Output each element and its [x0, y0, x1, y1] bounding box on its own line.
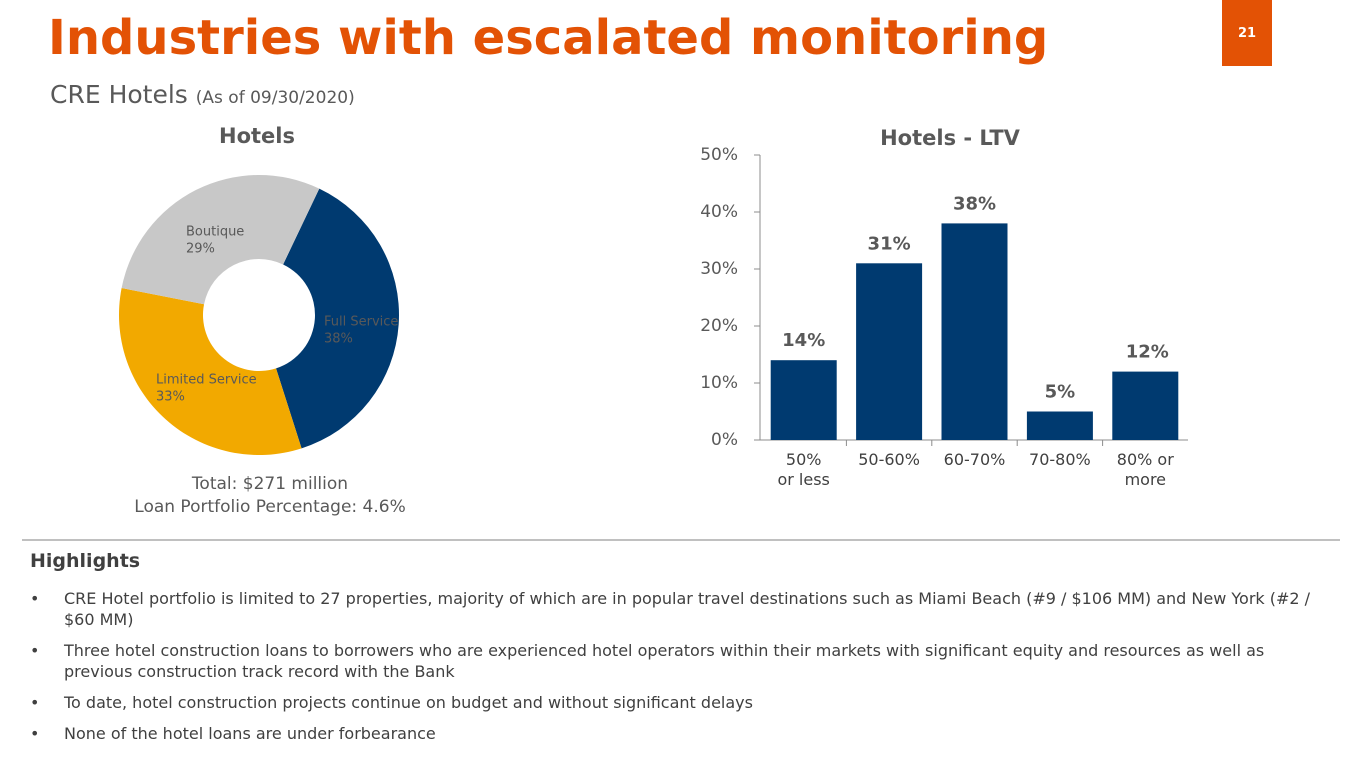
- pie-note: Total: $271 million: [191, 474, 349, 494]
- value-label: 38%: [953, 193, 996, 214]
- charts: Hotels Full Service 38% Limited Service 33% B…: [119, 124, 1188, 455]
- x-tick-label: 80% or more: [1116, 450, 1174, 489]
- slice-label: Boutique: [186, 225, 244, 240]
- highlights-title: Highlights: [30, 550, 141, 572]
- x-tick-label: 60-70%: [943, 450, 1006, 469]
- y-tick-label: 0%: [711, 430, 738, 450]
- subtitle: CRE Hotels: [50, 80, 188, 109]
- slice-label: Limited Service: [156, 373, 257, 388]
- pie-note: Loan Portfolio Percentage: 4.6%: [134, 497, 406, 517]
- chart-title: Hotels: [219, 124, 295, 148]
- y-tick-label: 30%: [700, 259, 738, 279]
- slice-value-label: 29%: [186, 242, 215, 257]
- y-tick-label: 40%: [700, 202, 738, 222]
- chart-title: Hotels - LTV: [880, 126, 1021, 150]
- page-number: 21: [1222, 0, 1272, 66]
- pie-slice: [276, 188, 399, 449]
- bar: [770, 360, 837, 440]
- subtitle-wrap: CRE Hotels (As of 09/30/2020): [50, 80, 355, 109]
- bar: [1026, 411, 1093, 440]
- subtitle-note: (As of 09/30/2020): [195, 88, 355, 108]
- bar: [856, 263, 923, 440]
- highlight-item: CRE Hotel portfolio is limited to 27 pro…: [30, 588, 1330, 630]
- y-tick-label: 10%: [700, 373, 738, 393]
- y-tick-label: 20%: [700, 316, 738, 336]
- highlight-item: To date, hotel construction projects con…: [30, 692, 1330, 713]
- separator: [22, 539, 1340, 541]
- slice-value-label: 33%: [156, 390, 185, 405]
- value-label: 12%: [1126, 342, 1169, 363]
- slide-title: Industries with escalated monitoring: [48, 10, 1049, 66]
- x-tick-label: 70-80%: [1029, 450, 1091, 469]
- pie-slice: [121, 175, 320, 305]
- highlights-list: CRE Hotel portfolio is limited to 27 pro…: [30, 588, 1330, 754]
- value-label: 5%: [1045, 382, 1076, 403]
- slice-label: Full Service: [324, 315, 398, 330]
- highlight-item: None of the hotel loans are under forbea…: [30, 723, 1330, 744]
- slice-value-label: 38%: [324, 332, 353, 347]
- pie-slice: [119, 288, 302, 455]
- value-label: 31%: [868, 233, 911, 254]
- x-tick-label: 50% or less: [777, 450, 830, 489]
- x-tick-label: 50-60%: [858, 450, 920, 469]
- bar: [941, 223, 1008, 440]
- value-label: 14%: [782, 330, 825, 351]
- bar: [1112, 371, 1179, 440]
- highlight-item: Three hotel construction loans to borrow…: [30, 640, 1330, 682]
- y-tick-label: 50%: [700, 145, 738, 165]
